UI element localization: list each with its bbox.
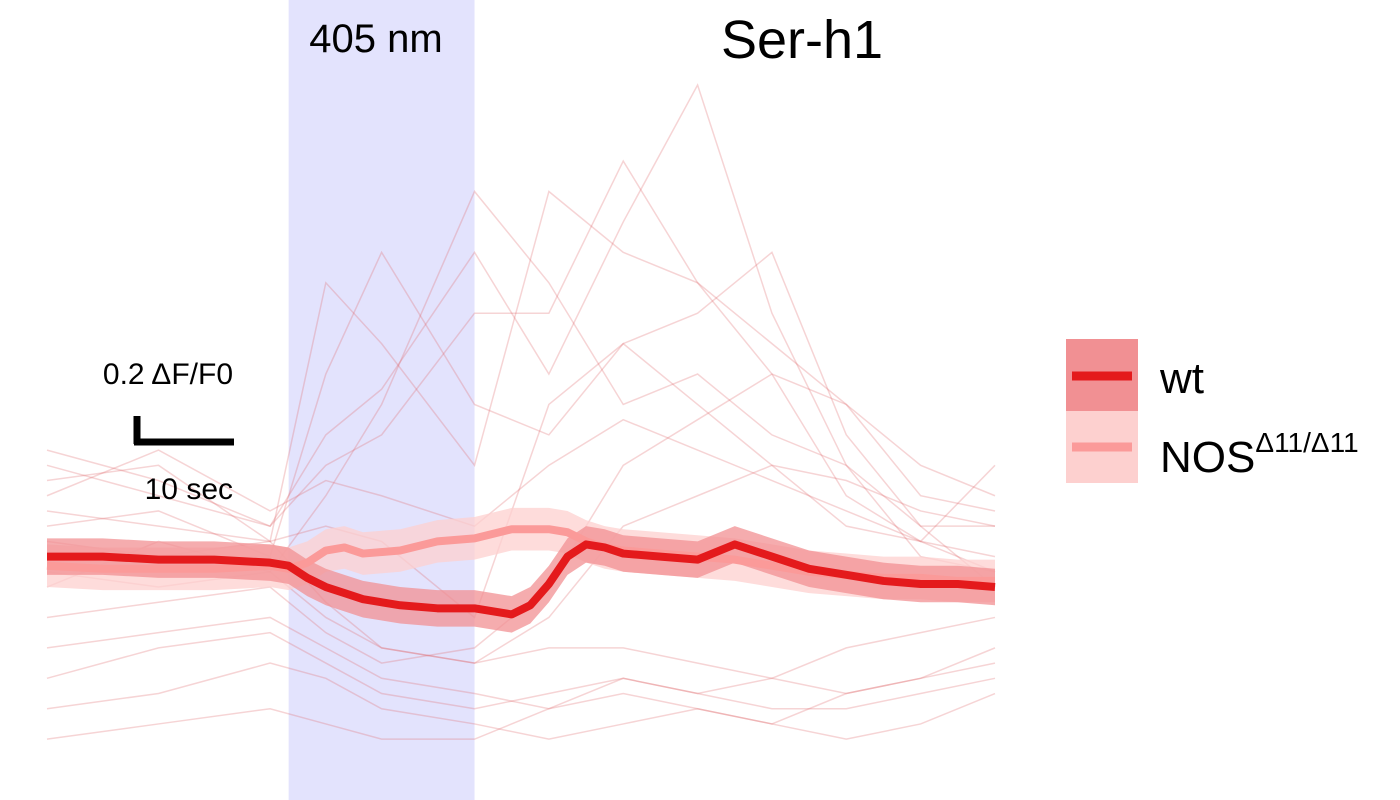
legend-nos-label-main: NOS	[1160, 433, 1255, 482]
individual-traces	[46, 83, 996, 740]
individual-trace	[46, 418, 996, 573]
individual-trace	[46, 190, 996, 543]
legend-nos-label: NOSΔ11/Δ11	[1160, 427, 1359, 482]
scale-bar-y-label: 0.2 ΔF/F0	[103, 358, 233, 391]
legend-nos-label-sup: Δ11/Δ11	[1255, 427, 1358, 458]
individual-trace	[46, 631, 996, 710]
individual-trace	[46, 647, 996, 740]
legend: wt NOSΔ11/Δ11	[1066, 339, 1359, 483]
chart-title: Ser-h1	[721, 10, 883, 70]
individual-trace	[46, 83, 996, 588]
individual-trace	[46, 662, 996, 740]
legend-wt-label: wt	[1159, 354, 1204, 403]
scale-bar: 0.2 ΔF/F0 10 sec	[103, 358, 234, 506]
individual-trace	[46, 616, 996, 725]
individual-trace	[46, 342, 996, 619]
wt-mean-line	[47, 540, 996, 619]
individual-trace	[46, 159, 996, 528]
mean-series	[46, 507, 996, 633]
individual-trace	[46, 464, 996, 664]
stimulus-label: 405 nm	[309, 17, 442, 61]
stimulus-band	[288, 0, 475, 800]
scale-bar-x-label: 10 sec	[145, 473, 233, 506]
